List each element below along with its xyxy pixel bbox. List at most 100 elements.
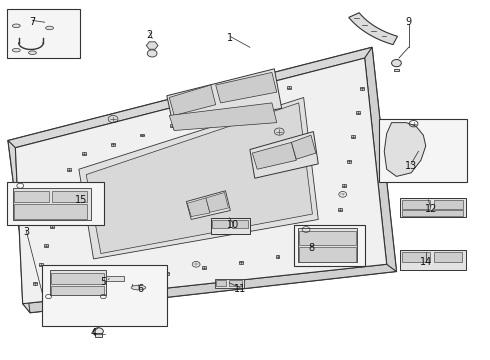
Ellipse shape	[12, 24, 20, 28]
Bar	[199, 115, 203, 118]
Bar	[228, 105, 232, 108]
Text: 5: 5	[100, 277, 106, 287]
Bar	[52, 191, 87, 202]
Text: 10: 10	[227, 220, 239, 230]
Polygon shape	[186, 191, 230, 220]
Text: 9: 9	[406, 17, 412, 27]
Ellipse shape	[131, 285, 146, 290]
Bar	[338, 208, 342, 211]
Text: 11: 11	[234, 284, 246, 294]
Text: 1: 1	[227, 33, 233, 43]
Bar	[67, 168, 71, 171]
Bar	[50, 225, 54, 228]
Polygon shape	[167, 69, 282, 130]
Bar	[232, 220, 248, 228]
Bar	[361, 87, 365, 90]
Text: 6: 6	[137, 284, 143, 294]
Bar	[165, 272, 169, 275]
Circle shape	[392, 59, 401, 67]
Polygon shape	[216, 72, 277, 103]
Ellipse shape	[46, 26, 53, 30]
Text: 3: 3	[23, 227, 29, 237]
Polygon shape	[349, 13, 397, 45]
Polygon shape	[79, 98, 318, 259]
Polygon shape	[211, 218, 250, 234]
Bar	[111, 143, 115, 146]
Bar	[82, 152, 86, 155]
Bar	[141, 134, 145, 136]
Polygon shape	[147, 42, 158, 49]
Polygon shape	[393, 69, 399, 71]
Bar	[239, 261, 243, 264]
Bar	[434, 252, 462, 262]
Bar	[91, 283, 95, 286]
Text: 8: 8	[308, 243, 314, 253]
Polygon shape	[8, 140, 30, 313]
Polygon shape	[13, 188, 91, 220]
Bar	[402, 210, 463, 216]
Bar	[6, 182, 104, 225]
Text: 12: 12	[424, 204, 437, 214]
Ellipse shape	[28, 51, 36, 54]
Bar	[287, 86, 291, 89]
Text: 4: 4	[91, 328, 97, 338]
Bar	[356, 111, 360, 114]
Bar	[39, 263, 43, 266]
Polygon shape	[252, 142, 296, 169]
Bar	[333, 233, 337, 235]
Bar	[50, 286, 104, 295]
Bar	[42, 265, 167, 326]
Bar	[434, 200, 463, 209]
Bar	[347, 160, 351, 163]
Bar	[6, 9, 80, 58]
Bar	[229, 280, 242, 286]
Bar	[95, 333, 102, 337]
Bar	[128, 278, 132, 280]
Polygon shape	[187, 198, 210, 217]
Polygon shape	[8, 47, 396, 313]
Circle shape	[147, 50, 157, 57]
Bar	[202, 266, 206, 269]
Bar	[54, 289, 58, 292]
Polygon shape	[169, 103, 277, 131]
Bar	[343, 184, 346, 187]
Text: 13: 13	[405, 161, 417, 171]
Polygon shape	[15, 58, 387, 304]
Polygon shape	[384, 123, 426, 176]
Polygon shape	[400, 250, 466, 270]
Bar	[379, 119, 467, 182]
Polygon shape	[400, 198, 466, 217]
Polygon shape	[365, 47, 396, 271]
Bar	[50, 273, 104, 284]
Circle shape	[94, 328, 103, 335]
Bar	[299, 231, 356, 245]
Text: 7: 7	[29, 17, 36, 27]
Bar	[275, 255, 279, 258]
Bar	[351, 135, 355, 138]
Bar	[56, 206, 60, 209]
Polygon shape	[169, 85, 216, 116]
Polygon shape	[215, 279, 244, 288]
Bar	[61, 187, 65, 190]
Bar	[170, 124, 173, 127]
Polygon shape	[8, 47, 372, 148]
Bar	[106, 276, 124, 281]
Text: 2: 2	[147, 30, 153, 40]
Bar	[216, 280, 226, 286]
Polygon shape	[23, 264, 396, 313]
Bar	[14, 191, 49, 202]
Text: 15: 15	[75, 195, 88, 205]
Bar	[294, 225, 365, 266]
Ellipse shape	[12, 48, 20, 52]
Polygon shape	[250, 132, 318, 178]
Text: 14: 14	[419, 257, 432, 267]
Polygon shape	[206, 193, 228, 212]
Bar	[14, 204, 87, 219]
Polygon shape	[298, 228, 357, 262]
Bar	[33, 282, 37, 285]
Bar	[299, 247, 356, 262]
Bar	[258, 96, 262, 99]
Polygon shape	[49, 270, 106, 296]
Polygon shape	[86, 103, 313, 253]
Polygon shape	[292, 135, 316, 159]
